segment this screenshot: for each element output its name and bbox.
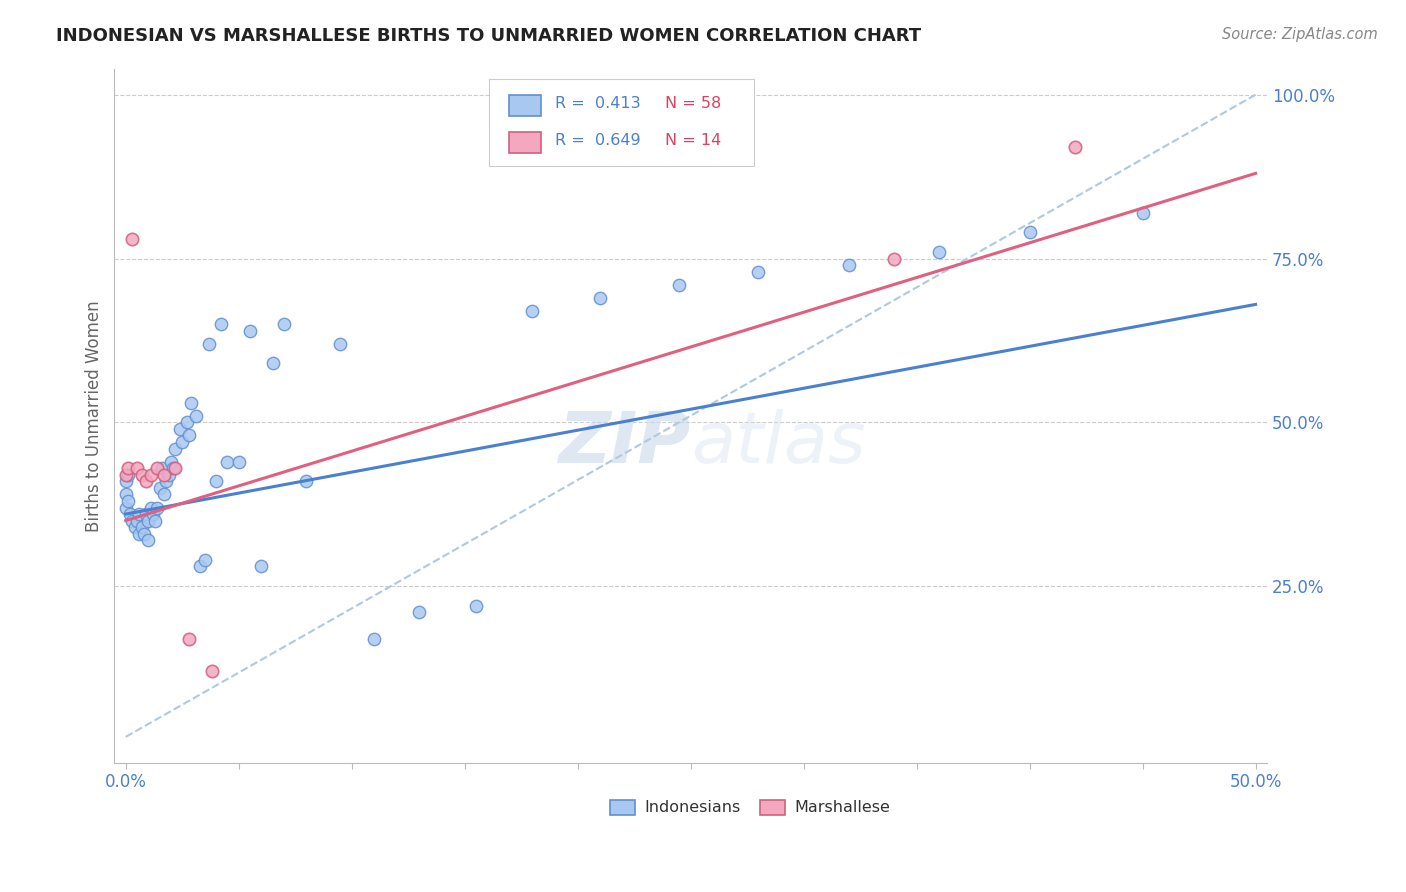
- Point: [136, 533, 159, 548]
- Point: [165, 442, 187, 456]
- Text: N = 14: N = 14: [665, 133, 721, 148]
- Point: [329, 336, 352, 351]
- Point: [153, 467, 176, 482]
- Point: [114, 467, 136, 482]
- Point: [132, 526, 155, 541]
- Point: [125, 461, 148, 475]
- Point: [465, 599, 488, 613]
- Point: [209, 317, 232, 331]
- Point: [217, 455, 239, 469]
- Point: [150, 461, 173, 475]
- Text: INDONESIAN VS MARSHALLESE BIRTHS TO UNMARRIED WOMEN CORRELATION CHART: INDONESIAN VS MARSHALLESE BIRTHS TO UNMA…: [56, 27, 921, 45]
- Point: [124, 520, 146, 534]
- Point: [928, 244, 950, 259]
- FancyBboxPatch shape: [759, 800, 785, 815]
- Point: [135, 475, 157, 489]
- Point: [128, 507, 150, 521]
- Point: [250, 559, 273, 574]
- Point: [184, 409, 207, 423]
- Point: [228, 455, 250, 469]
- Point: [589, 291, 612, 305]
- Y-axis label: Births to Unmarried Women: Births to Unmarried Women: [86, 300, 103, 532]
- Point: [153, 487, 176, 501]
- Point: [408, 605, 430, 619]
- Text: R =  0.413: R = 0.413: [554, 96, 640, 112]
- FancyBboxPatch shape: [610, 800, 636, 815]
- Point: [128, 526, 150, 541]
- FancyBboxPatch shape: [509, 95, 541, 116]
- Point: [180, 395, 202, 409]
- FancyBboxPatch shape: [489, 78, 754, 166]
- Point: [169, 422, 191, 436]
- Point: [125, 514, 148, 528]
- Point: [162, 461, 184, 475]
- Point: [142, 507, 165, 521]
- Point: [131, 520, 153, 534]
- Text: Indonesians: Indonesians: [644, 800, 741, 815]
- Point: [176, 415, 198, 429]
- Point: [1063, 140, 1085, 154]
- Text: N = 58: N = 58: [665, 96, 721, 112]
- Text: Source: ZipAtlas.com: Source: ZipAtlas.com: [1222, 27, 1378, 42]
- Point: [131, 467, 153, 482]
- Point: [114, 475, 136, 489]
- Point: [172, 435, 194, 450]
- Point: [135, 507, 157, 521]
- Point: [747, 265, 769, 279]
- Point: [146, 500, 169, 515]
- Point: [295, 475, 318, 489]
- Point: [194, 553, 217, 567]
- Point: [177, 632, 200, 646]
- Point: [1132, 205, 1154, 219]
- Point: [205, 475, 228, 489]
- Point: [160, 455, 183, 469]
- Point: [146, 461, 169, 475]
- Point: [136, 514, 159, 528]
- Point: [668, 277, 690, 292]
- Point: [239, 324, 262, 338]
- Point: [139, 500, 162, 515]
- Point: [1018, 225, 1040, 239]
- Point: [121, 232, 143, 246]
- Point: [121, 514, 143, 528]
- Point: [273, 317, 295, 331]
- Point: [177, 428, 200, 442]
- Point: [149, 481, 172, 495]
- Point: [117, 467, 139, 482]
- Point: [120, 507, 142, 521]
- Point: [139, 467, 162, 482]
- Text: Marshallese: Marshallese: [794, 800, 890, 815]
- Point: [157, 467, 180, 482]
- Point: [117, 494, 139, 508]
- Point: [200, 665, 222, 679]
- Point: [143, 514, 166, 528]
- Point: [262, 356, 284, 370]
- Point: [114, 500, 136, 515]
- Text: R =  0.649: R = 0.649: [554, 133, 640, 148]
- Point: [114, 487, 136, 501]
- Point: [117, 461, 139, 475]
- Point: [188, 559, 211, 574]
- Point: [838, 258, 860, 272]
- Point: [165, 461, 187, 475]
- Point: [522, 304, 544, 318]
- Text: atlas: atlas: [690, 409, 865, 478]
- Text: ZIP: ZIP: [558, 409, 690, 478]
- FancyBboxPatch shape: [509, 132, 541, 153]
- Point: [155, 475, 177, 489]
- Point: [363, 632, 385, 646]
- Point: [883, 252, 905, 266]
- Point: [198, 336, 221, 351]
